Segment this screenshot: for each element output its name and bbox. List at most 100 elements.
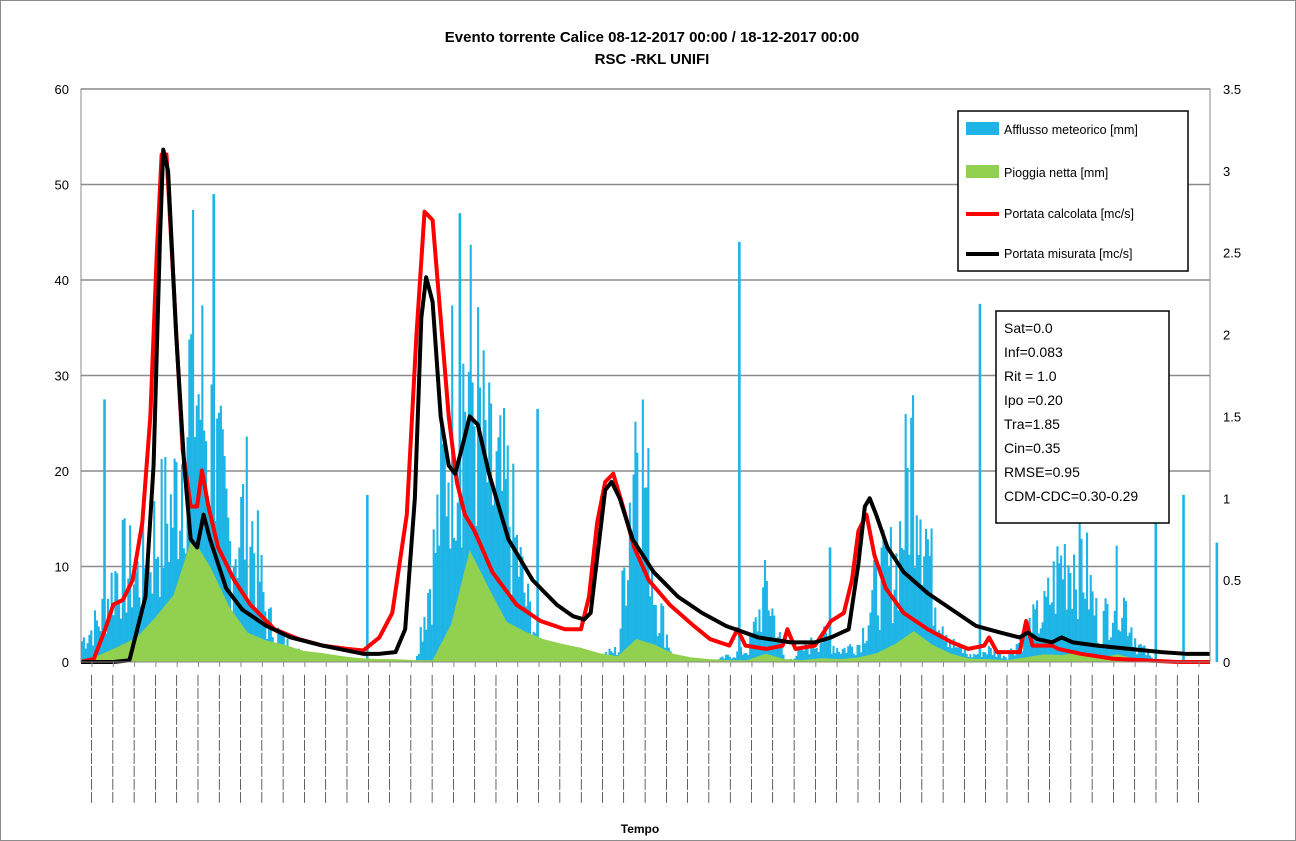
rain-bar [1108,640,1111,662]
rain-bar [886,549,889,662]
x-tick-glyph: │ [451,739,457,751]
x-tick-glyph: │ [345,778,351,790]
rain-bar [749,635,752,662]
rain-bar [614,646,617,662]
x-tick-label: ││││││││││ [1175,674,1181,803]
x-tick-glyph: │ [1047,778,1053,790]
x-tick-glyph: │ [1196,778,1202,790]
rain-bar [830,653,833,662]
x-tick-glyph: │ [259,674,265,686]
x-tick-glyph: │ [600,700,606,712]
x-tick-glyph: │ [430,752,436,764]
x-tick-glyph: │ [600,726,606,738]
rain-bar [116,573,119,662]
x-tick-glyph: │ [621,752,627,764]
x-tick-label: ││││││││││ [1068,674,1074,803]
rain-bar [123,518,126,662]
x-tick-glyph: │ [1196,739,1202,751]
x-tick-glyph: │ [409,700,415,712]
x-tick-glyph: │ [302,765,308,777]
x-tick-glyph: │ [451,752,457,764]
x-tick-glyph: │ [664,713,670,725]
rain-bar [882,529,885,662]
x-tick-glyph: │ [941,726,947,738]
x-tick-glyph: │ [281,700,287,712]
rain-bar [876,615,879,662]
x-tick-glyph: │ [451,713,457,725]
x-tick-label: ││││││││││ [600,674,606,803]
rain-bar-peak [212,194,216,663]
x-tick-glyph: │ [536,739,542,751]
x-tick-glyph: │ [813,713,819,725]
rain-bar [960,647,963,662]
x-tick-glyph: │ [558,713,564,725]
x-tick-glyph: │ [472,726,478,738]
x-tick-glyph: │ [153,739,159,751]
rain-bar [1008,654,1011,662]
rain-bar [229,541,232,662]
x-tick-glyph: │ [217,778,223,790]
rain-bar [1074,589,1077,662]
x-tick-glyph: │ [132,791,138,803]
rain-bar [264,611,267,662]
x-tick-glyph: │ [494,700,500,712]
x-tick-label: ││││││││││ [494,674,500,803]
x-tick-glyph: │ [728,726,734,738]
x-tick-glyph: │ [132,739,138,751]
rain-bar [910,417,913,662]
x-tick-glyph: │ [196,726,202,738]
x-tick-glyph: │ [813,778,819,790]
x-tick-glyph: │ [770,700,776,712]
x-tick-glyph: │ [238,726,244,738]
x-tick-glyph: │ [877,674,883,686]
x-tick-glyph: │ [409,739,415,751]
rain-bar [136,561,139,662]
x-tick-glyph: │ [1154,726,1160,738]
x-tick-glyph: │ [1175,765,1181,777]
rain-bar [834,652,837,662]
x-tick-glyph: │ [1068,752,1074,764]
x-tick-glyph: │ [856,778,862,790]
discharge-lines-layer [80,147,1210,664]
rain-bar [447,482,450,662]
x-tick-glyph: │ [856,674,862,686]
rain-bar [1093,615,1096,662]
x-tick-glyph: │ [366,778,372,790]
x-tick-glyph: │ [387,713,393,725]
x-tick-glyph: │ [728,700,734,712]
rain-bar [106,598,110,662]
rain-bar [153,501,156,662]
x-tick-glyph: │ [1111,739,1117,751]
x-tick-glyph: │ [238,765,244,777]
x-tick-glyph: │ [813,791,819,803]
x-tick-glyph: │ [579,752,585,764]
rain-bar [752,621,755,662]
rain-bar [467,371,470,662]
x-tick-glyph: │ [1026,687,1032,699]
x-axis-title: Tempo [621,822,659,836]
x-tick-glyph: │ [89,713,95,725]
x-tick-glyph: │ [877,739,883,751]
rain-bar [156,556,159,662]
x-tick-glyph: │ [813,752,819,764]
x-tick-glyph: │ [919,726,925,738]
rain-bar [986,654,989,662]
rain-bar [477,307,480,662]
x-tick-glyph: │ [259,739,265,751]
x-tick-glyph: │ [153,700,159,712]
x-tick-glyph: │ [302,674,308,686]
rain-bar [267,608,271,662]
param-cin: Cin=0.35 [1004,440,1061,456]
x-tick-glyph: │ [217,765,223,777]
rain-bar [1071,608,1074,662]
x-tick-glyph: │ [664,700,670,712]
x-tick-label: ││││││││││ [792,674,798,803]
x-tick-glyph: │ [174,726,180,738]
rain-bar-peak [1215,542,1219,662]
x-tick-glyph: │ [770,778,776,790]
rain-bar [917,555,920,662]
rain-bar [81,641,84,662]
rain-bar [1132,646,1135,662]
x-tick-glyph: │ [110,726,116,738]
